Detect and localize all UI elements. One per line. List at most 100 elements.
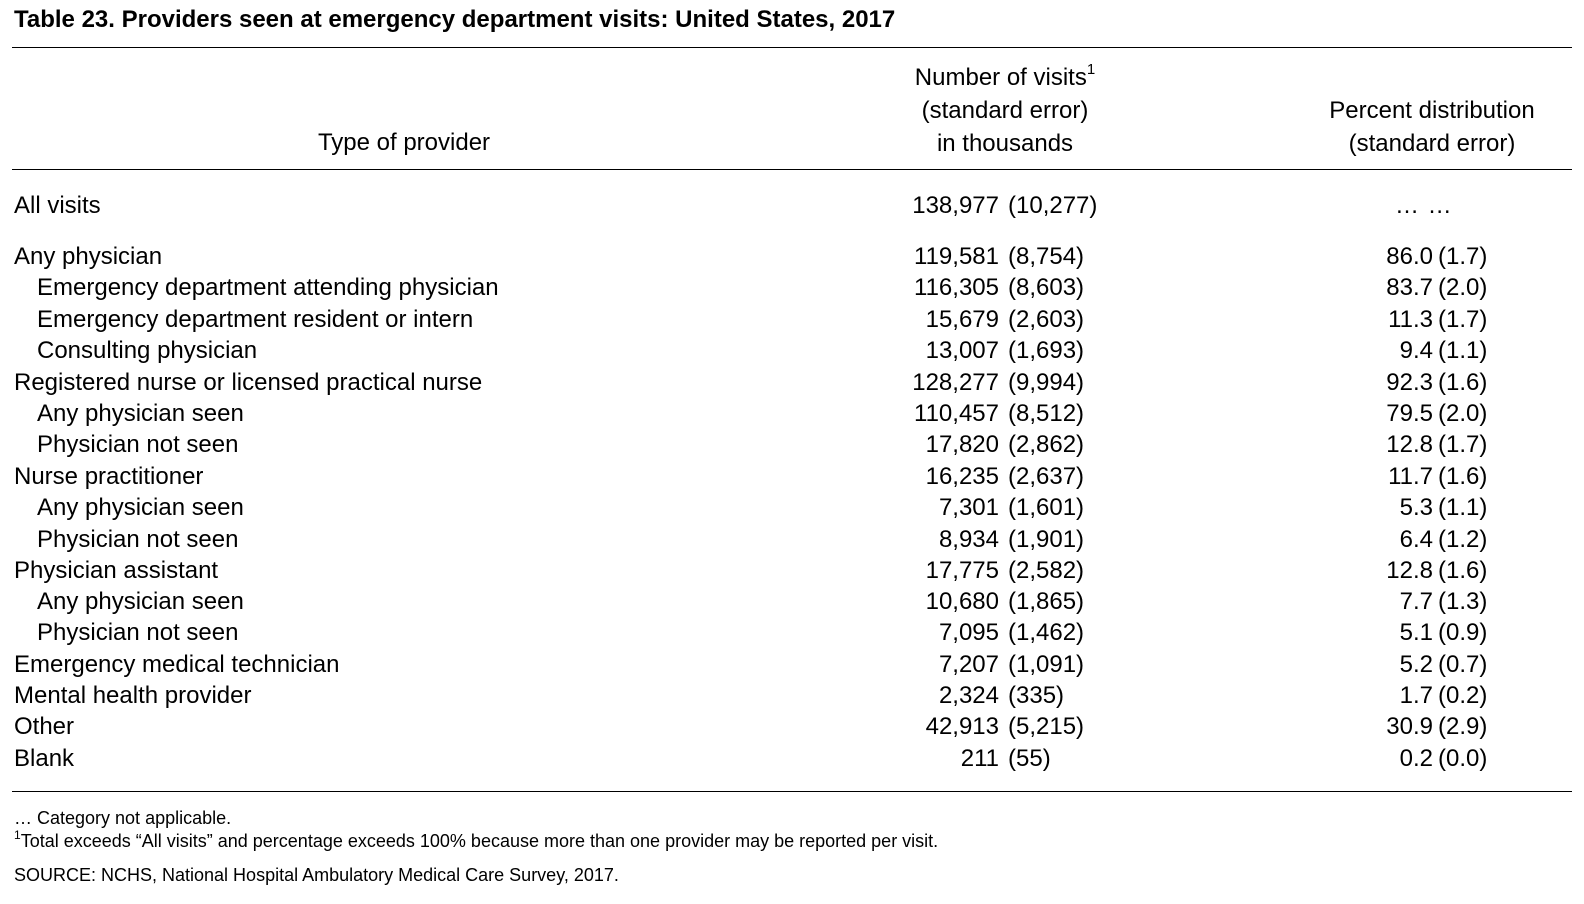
source-note: SOURCE: NCHS, National Hospital Ambulato… <box>14 865 619 885</box>
footnote-1-mark: 1 <box>14 828 21 842</box>
visits-value: 7,095 <box>938 619 999 646</box>
percent-value: 83.7 <box>1386 274 1433 301</box>
table-row: Physician not seen 8,934 (1,901) 6.4 (1.2) <box>0 524 1584 556</box>
row-label: Any physician seen <box>37 494 244 521</box>
table-row: Consulting physician 13,007 (1,693) 9.4 (1.1… <box>0 335 1584 367</box>
visits-standard-error: (8,512) <box>1008 400 1085 427</box>
visits-value: 8,934 <box>938 526 999 553</box>
visits-value: 17,775 <box>925 557 999 584</box>
footnote-not-applicable: … Category not applicable. <box>14 808 232 828</box>
footnote-1: 1Total exceeds “All visits” and percenta… <box>14 828 939 852</box>
percent-value: 0.2 <box>1399 745 1433 772</box>
percent-standard-error: (0.7) <box>1438 651 1488 678</box>
visits-standard-error: (1,901) <box>1008 526 1085 553</box>
visits-value: 10,680 <box>925 588 999 615</box>
table-row: Any physician 119,581 (8,754) 86.0 (1.7) <box>0 241 1584 273</box>
percent-standard-error: (0.2) <box>1438 682 1488 709</box>
visits-value: 116,305 <box>914 274 999 301</box>
row-label: Physician assistant <box>14 557 219 584</box>
visits-standard-error: (1,865) <box>1008 588 1085 615</box>
table-row: Emergency department resident or intern 1… <box>0 304 1584 336</box>
visits-standard-error: (5,215) <box>1008 713 1085 740</box>
footnote-1-text: Total exceeds “All visits” and percentag… <box>20 831 939 851</box>
header-rule <box>12 169 1572 170</box>
percent-standard-error: (1.7) <box>1438 306 1488 333</box>
percent-standard-error: (1.7) <box>1438 431 1488 458</box>
visits-standard-error: (2,862) <box>1008 431 1085 458</box>
row-label: Emergency department resident or intern <box>37 306 474 333</box>
row-label: Registered nurse or licensed practical n… <box>14 369 483 396</box>
percent-value: 86.0 <box>1386 243 1433 270</box>
row-label: Physician not seen <box>37 619 239 646</box>
visits-standard-error: (8,754) <box>1008 243 1085 270</box>
percent-standard-error: (1.1) <box>1438 494 1488 521</box>
column-header-percent-line2: (standard error) <box>1348 130 1516 157</box>
footnote-mark: 1 <box>1086 61 1096 78</box>
percent-standard-error: (0.9) <box>1438 619 1488 646</box>
row-label: Blank <box>14 745 75 772</box>
percent-standard-error: (1.7) <box>1438 243 1488 270</box>
percent-standard-error: (0.0) <box>1438 745 1488 772</box>
percent-value: 12.8 <box>1386 431 1433 458</box>
visits-standard-error: (2,603) <box>1008 306 1085 333</box>
row-label: Consulting physician <box>37 337 258 364</box>
percent-value: 11.7 <box>1388 463 1433 490</box>
visits-value: 15,679 <box>925 306 999 333</box>
column-header-percent: Percent distribution (standard error) <box>1292 94 1572 160</box>
visits-value: 128,277 <box>912 369 999 396</box>
visits-standard-error: (1,091) <box>1008 651 1085 678</box>
visits-value: 7,301 <box>938 494 999 521</box>
percent-value: 11.3 <box>1388 306 1433 333</box>
percent-standard-error: (2.0) <box>1438 274 1488 301</box>
visits-standard-error: (2,582) <box>1008 557 1085 584</box>
row-label: Any physician seen <box>37 588 244 615</box>
percent-value: 5.1 <box>1399 619 1433 646</box>
percent-value: 79.5 <box>1386 400 1433 427</box>
column-header-visits-line3: in thousands <box>936 130 1074 157</box>
visits-value: 42,913 <box>925 713 999 740</box>
visits-standard-error: (55) <box>1008 745 1051 772</box>
row-label: Any physician seen <box>37 400 244 427</box>
visits-standard-error: (1,601) <box>1008 494 1085 521</box>
visits-value: 16,235 <box>925 463 999 490</box>
table-row: Other 42,913 (5,215) 30.9 (2.9) <box>0 711 1584 743</box>
table-title: Table 23. Providers seen at emergency de… <box>14 6 896 33</box>
table-row: Emergency department attending physician… <box>0 272 1584 304</box>
percent-value: 5.3 <box>1399 494 1433 521</box>
row-label: All visits <box>14 192 101 219</box>
percent-not-applicable: … … <box>1395 192 1453 219</box>
percent-standard-error: (1.6) <box>1438 557 1488 584</box>
table-row: Physician not seen 17,820 (2,862) 12.8 (1.7) <box>0 429 1584 461</box>
percent-standard-error: (2.0) <box>1438 400 1488 427</box>
table-row: Registered nurse or licensed practical n… <box>0 367 1584 399</box>
table-row: Any physician seen 110,457 (8,512) 79.5 (2.0… <box>0 398 1584 430</box>
percent-value: 5.2 <box>1399 651 1433 678</box>
top-rule <box>12 47 1572 48</box>
visits-standard-error: (1,462) <box>1008 619 1085 646</box>
row-label: Mental health provider <box>14 682 252 709</box>
percent-standard-error: (1.3) <box>1438 588 1488 615</box>
percent-value: 12.8 <box>1386 557 1433 584</box>
table-row: Emergency medical technician 7,207 (1,091)… <box>0 649 1584 681</box>
visits-standard-error: (1,693) <box>1008 337 1085 364</box>
bottom-rule <box>12 791 1572 792</box>
percent-standard-error: (1.1) <box>1438 337 1488 364</box>
row-label: Nurse practitioner <box>14 463 204 490</box>
column-header-visits: Number of visits1 (standard error) in th… <box>860 61 1150 160</box>
visits-value: 13,007 <box>925 337 999 364</box>
percent-value: 9.4 <box>1399 337 1433 364</box>
table-row: All visits 138,977 (10,277) … … <box>0 190 1584 222</box>
table-row: Any physician seen 10,680 (1,865) 7.7 (1.3) <box>0 586 1584 618</box>
row-label: Physician not seen <box>37 526 239 553</box>
visits-value: 110,457 <box>914 400 999 427</box>
table-row: Blank 211 (55) 0.2 (0.0) <box>0 743 1584 775</box>
percent-value: 7.7 <box>1399 588 1433 615</box>
column-header-percent-line1: Percent distribution <box>1329 97 1535 124</box>
percent-value: 6.4 <box>1399 526 1433 553</box>
column-header-visits-line1: Number of visits1 <box>914 61 1096 91</box>
percent-standard-error: (1.6) <box>1438 369 1488 396</box>
visits-standard-error: (9,994) <box>1008 369 1085 396</box>
percent-value: 92.3 <box>1386 369 1433 396</box>
visits-value: 2,324 <box>938 682 999 709</box>
percent-value: 30.9 <box>1386 713 1433 740</box>
